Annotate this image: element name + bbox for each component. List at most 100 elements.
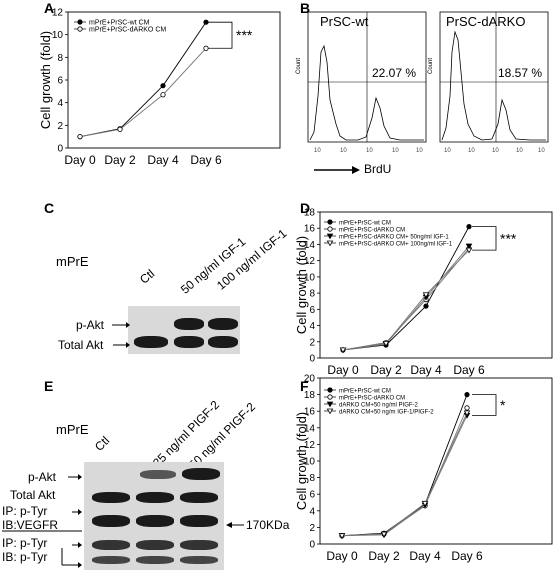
- y-tick-label: 16: [304, 224, 316, 235]
- y-tick-label: 4: [309, 321, 315, 332]
- data-point: [421, 500, 429, 507]
- data-point: [466, 224, 472, 230]
- x-tick-label: Day 0: [64, 153, 96, 167]
- significance-label: *: [500, 397, 506, 413]
- legend-label: mPrE+PrSC-dARKO CM: [89, 27, 166, 34]
- y-tick-label: 8: [309, 289, 315, 300]
- panel-letter-f: F: [300, 378, 309, 394]
- y-tick-label: 6: [57, 76, 63, 87]
- data-point: [465, 247, 473, 254]
- y-tick-label: 0: [309, 354, 315, 365]
- flow-title-wt: PrSC-wt: [320, 14, 369, 29]
- data-point: [160, 83, 166, 89]
- y-tick-label: 4: [57, 98, 63, 109]
- svg-text:10: 10: [416, 148, 423, 154]
- legend-label: mPrE+PrSC-wt CM: [339, 221, 391, 227]
- blot-c-cell-label: mPrE: [56, 254, 89, 269]
- legend-label: mPrE+PrSC-dARKO CM+ 100ng/ml IGF-1: [339, 242, 453, 248]
- histogram-frame-dARKO: [439, 11, 549, 143]
- svg-text:10: 10: [314, 148, 321, 154]
- legend-marker: [327, 226, 333, 232]
- y-tick-label: 8: [309, 473, 315, 484]
- y-tick-label: 12: [304, 440, 316, 451]
- panel-letter-d: D: [300, 200, 311, 216]
- data-point: [117, 126, 123, 132]
- flow-title-dARKO: PrSC-dARKO: [446, 14, 526, 29]
- y-tick-label: 2: [57, 121, 63, 132]
- blot-e-row-pakt: p-Akt: [28, 470, 57, 484]
- blot-e-row-ib-ptyr: IB: p-Tyr: [2, 550, 48, 564]
- panel-letter-a: A: [44, 0, 55, 16]
- band: [136, 492, 174, 503]
- svg-text:10: 10: [392, 148, 399, 154]
- legend-marker: [326, 233, 334, 240]
- svg-text:10: 10: [340, 148, 347, 154]
- legend-marker: [326, 240, 334, 247]
- significance-label: ***: [500, 230, 517, 246]
- y-axis-label: Cell growth (fold): [294, 412, 309, 510]
- svg-text:10: 10: [444, 148, 451, 154]
- legend-marker: [327, 394, 333, 400]
- band: [182, 468, 220, 480]
- x-tick-label: Day 2: [104, 153, 136, 167]
- legend-marker: [77, 26, 83, 32]
- significance-bracket: [208, 21, 233, 49]
- y-axis-label: Cell growth (fold): [38, 31, 53, 129]
- blot-e-strip-2: [84, 486, 224, 508]
- x-tick-label: Day 0: [326, 549, 358, 563]
- legend-marker: [327, 387, 333, 393]
- significance-bracket: [472, 226, 497, 251]
- y-tick-label: 2: [309, 337, 315, 348]
- legend-label: mPrE+PrSC-dARKO CM: [339, 396, 405, 402]
- band: [136, 556, 174, 564]
- x-tick-label: Day 6: [453, 363, 485, 377]
- y-tick-label: 12: [52, 8, 64, 19]
- blot-e-cell-label: mPrE: [56, 422, 89, 437]
- y-tick-label: 10: [304, 457, 316, 468]
- blot-e-row-ip2: IP: p-Tyr: [2, 536, 48, 550]
- band: [180, 556, 218, 564]
- blot-e-row-ip1: IP: p-Tyr: [2, 504, 48, 518]
- y-tick-label: 4: [309, 506, 315, 517]
- band: [92, 556, 130, 564]
- y-tick-label: 14: [304, 423, 316, 434]
- band: [174, 318, 204, 330]
- band: [92, 540, 130, 550]
- blot-e-strip-1: [84, 462, 224, 486]
- data-point: [382, 340, 390, 347]
- y-tick-label: 0: [309, 540, 315, 551]
- y-tick-label: 14: [304, 240, 316, 251]
- y-axis-label: Cell growth (fold): [294, 236, 309, 334]
- legend-marker: [327, 219, 333, 225]
- panel-letter-b: B: [300, 0, 311, 16]
- x-tick-label: Day 6: [190, 153, 222, 167]
- band: [174, 336, 204, 348]
- data-point: [422, 292, 430, 299]
- y-tick-label: 8: [57, 53, 63, 64]
- legend-label: mPrE+PrSC-wt CM: [89, 20, 150, 27]
- panel-letter-c: C: [44, 200, 55, 216]
- data-point: [380, 531, 388, 538]
- legend-label: dARKO CM+50 ng/m IGF-1/PIGF-2: [339, 410, 434, 416]
- legend-label: mPrE+PrSC-dARKO CM: [339, 228, 405, 234]
- data-point: [77, 134, 83, 140]
- flow-xlabel: BrdU: [364, 162, 392, 176]
- histogram-curve-dARKO: [441, 30, 546, 141]
- band: [208, 336, 238, 348]
- x-tick-label: Day 6: [451, 549, 483, 563]
- y-tick-label: 18: [304, 208, 316, 219]
- y-tick-label: 6: [309, 305, 315, 316]
- svg-text:10: 10: [538, 148, 545, 154]
- series-line: [79, 47, 207, 138]
- blot-e-strip-4: [84, 534, 224, 570]
- series-line: [342, 249, 470, 351]
- svg-text:10: 10: [468, 148, 475, 154]
- y-tick-label: 16: [304, 407, 316, 418]
- blot-e-marker: 170KDa: [246, 518, 290, 532]
- blot-e-row-ib-vegfr: IB:VEGFR: [2, 518, 59, 532]
- data-point: [160, 92, 166, 98]
- data-point: [338, 533, 346, 540]
